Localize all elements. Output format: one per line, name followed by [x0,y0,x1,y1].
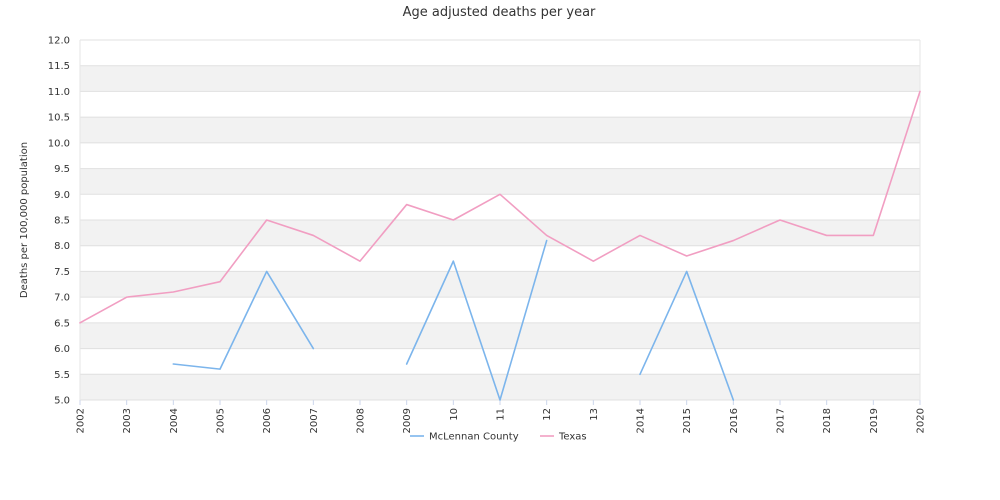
series-line-mclennan-county [172,239,735,401]
x-axis-ticks: 2002 2003 2004 2005 2006 2007 2008 2009 10 11 12 13… [76,400,927,433]
x-tick-label: 2018 [822,408,833,433]
x-tick-label: 2004 [169,408,180,433]
y-tick-label: 6.0 [54,344,70,355]
legend-label: McLennan County [429,432,519,443]
x-tick-label: 2003 [122,408,133,433]
chart-title: Age adjusted deaths per year [403,5,596,20]
plot-background [80,40,920,400]
y-tick-label: 7.0 [54,293,70,304]
y-tick-label: 8.5 [54,216,70,227]
y-tick-label: 10.5 [48,113,70,124]
x-tick-label: 2015 [682,408,693,433]
x-tick-label: 2016 [729,408,740,433]
grid-band [80,271,920,298]
x-tick-label: 13 [589,408,600,421]
grid-band [80,322,920,349]
grid-band [80,117,920,143]
y-tick-label: 5.5 [54,370,70,381]
legend-item-texas[interactable]: Texas [540,432,587,443]
x-tick-label: 11 [496,408,507,421]
x-tick-label: 2017 [776,408,787,433]
y-tick-label: 5.0 [54,396,70,407]
y-tick-label: 10.0 [48,138,70,149]
x-tick-label: 2019 [869,408,880,433]
y-tick-label: 9.5 [54,164,70,175]
grid-band [80,348,920,375]
grid-band [80,374,920,400]
x-tick-label: 2014 [636,408,647,433]
legend: McLennan County Texas [410,432,587,443]
y-tick-label: 6.5 [54,318,70,329]
series-line-texas [79,90,921,324]
x-tick-label: 10 [449,408,460,421]
x-tick-label: 2006 [262,408,273,433]
series-lines [79,90,921,401]
grid-band [80,142,920,169]
x-tick-label: 2007 [309,408,320,433]
x-tick-label: 2009 [402,408,413,433]
y-tick-label: 11.0 [48,87,70,98]
legend-item-mclennan-county[interactable]: McLennan County [410,432,519,443]
x-tick-label: 2008 [356,408,367,433]
grid-band [80,297,920,323]
y-tick-label: 11.5 [48,61,70,72]
grid-band [80,194,920,220]
grid-band [80,65,920,92]
y-axis-ticks: 5.0 5.5 6.0 6.5 7.0 7.5 8.0 8.5 9.0 9.5 10.0 10.5 11… [48,36,70,407]
grid-band [80,168,920,195]
y-tick-label: 12.0 [48,36,70,47]
x-tick-label: 2002 [76,408,87,433]
legend-label: Texas [558,432,587,443]
x-tick-label: 2020 [916,408,927,433]
grid-band [80,245,920,272]
y-tick-label: 8.0 [54,241,70,252]
x-tick-label: 12 [542,408,553,421]
grid-band [80,40,920,66]
x-tick-label: 2005 [216,408,227,433]
y-tick-label: 7.5 [54,267,70,278]
y-tick-label: 9.0 [54,190,70,201]
y-axis-label: Deaths per 100,000 population [19,142,30,298]
grid-band [80,91,920,118]
grid-band [80,220,920,246]
